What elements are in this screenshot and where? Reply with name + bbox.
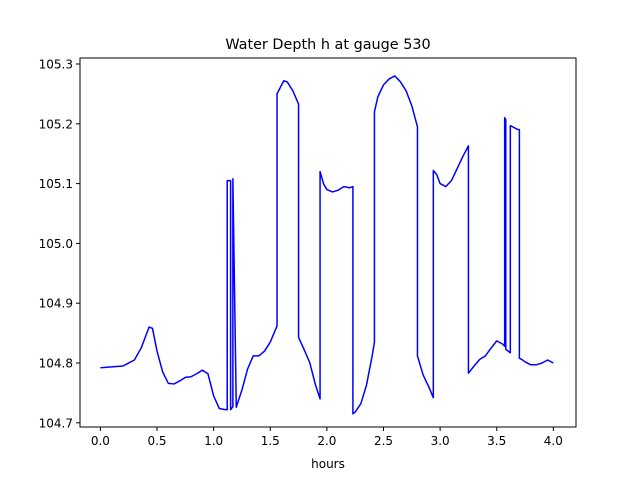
y-tick-label: 105.1 xyxy=(39,177,73,191)
x-tick-label: 3.0 xyxy=(431,434,450,448)
x-tick-label: 1.0 xyxy=(204,434,223,448)
x-tick-label: 1.5 xyxy=(261,434,280,448)
y-tick-label: 104.8 xyxy=(39,357,73,371)
series-line-1 xyxy=(100,75,554,415)
y-tick-label: 105.0 xyxy=(39,237,73,251)
x-tick-label: 3.5 xyxy=(487,434,506,448)
x-tick-label: 0.5 xyxy=(147,434,166,448)
axes-layer xyxy=(79,57,577,428)
x-axis-ticks: 0.0 0.5 1.0 1.5 2.0 2.5 3.0 3.5 4.0 xyxy=(91,427,563,448)
x-tick-label: 4.0 xyxy=(544,434,563,448)
plot-area xyxy=(80,58,576,427)
x-tick-label: 2.5 xyxy=(374,434,393,448)
y-tick-label: 105.2 xyxy=(39,117,73,131)
x-tick-label: 2.0 xyxy=(317,434,336,448)
axes-frame xyxy=(79,57,577,428)
x-axis-label: hours xyxy=(311,457,345,471)
data-layer xyxy=(100,75,554,415)
y-tick-label: 105.3 xyxy=(39,57,73,71)
chart-title: Water Depth h at gauge 530 xyxy=(225,37,430,53)
y-tick-label: 104.9 xyxy=(39,297,73,311)
y-axis-ticks: 104.7 104.8 104.9 105.0 105.1 105.2 105.3 xyxy=(39,57,80,430)
x-tick-label: 0.0 xyxy=(91,434,110,448)
y-tick-label: 104.7 xyxy=(39,416,73,430)
